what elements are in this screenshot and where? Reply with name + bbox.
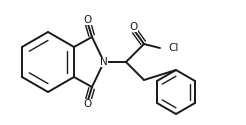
Text: Cl: Cl	[168, 43, 178, 53]
Text: O: O	[84, 99, 92, 109]
Text: O: O	[130, 22, 138, 32]
Text: N: N	[100, 57, 108, 67]
Text: O: O	[84, 15, 92, 25]
